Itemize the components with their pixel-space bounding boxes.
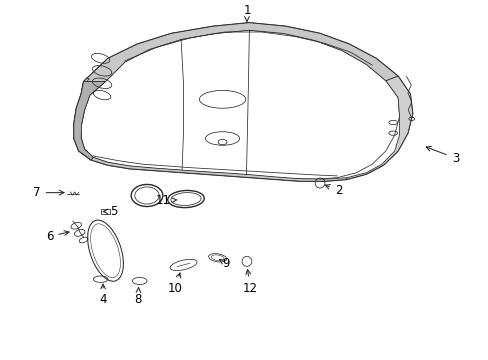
- Text: 12: 12: [243, 270, 257, 295]
- Text: 5: 5: [103, 205, 118, 218]
- Text: 8: 8: [134, 288, 142, 306]
- Polygon shape: [74, 81, 105, 160]
- Polygon shape: [346, 76, 412, 179]
- Polygon shape: [83, 23, 397, 81]
- Text: 1: 1: [243, 4, 250, 22]
- Text: 2: 2: [325, 184, 342, 197]
- Text: 6: 6: [46, 230, 69, 243]
- Text: 9: 9: [219, 257, 229, 270]
- Text: 10: 10: [167, 273, 183, 295]
- Text: 7: 7: [33, 186, 64, 199]
- Text: 4: 4: [99, 284, 106, 306]
- Bar: [101, 209, 110, 214]
- Text: 11: 11: [155, 194, 176, 207]
- Polygon shape: [74, 81, 105, 160]
- Text: 3: 3: [426, 147, 458, 165]
- Polygon shape: [91, 157, 346, 181]
